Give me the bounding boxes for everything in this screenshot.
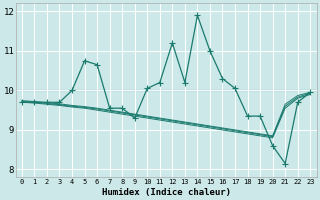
X-axis label: Humidex (Indice chaleur): Humidex (Indice chaleur) — [101, 188, 231, 197]
